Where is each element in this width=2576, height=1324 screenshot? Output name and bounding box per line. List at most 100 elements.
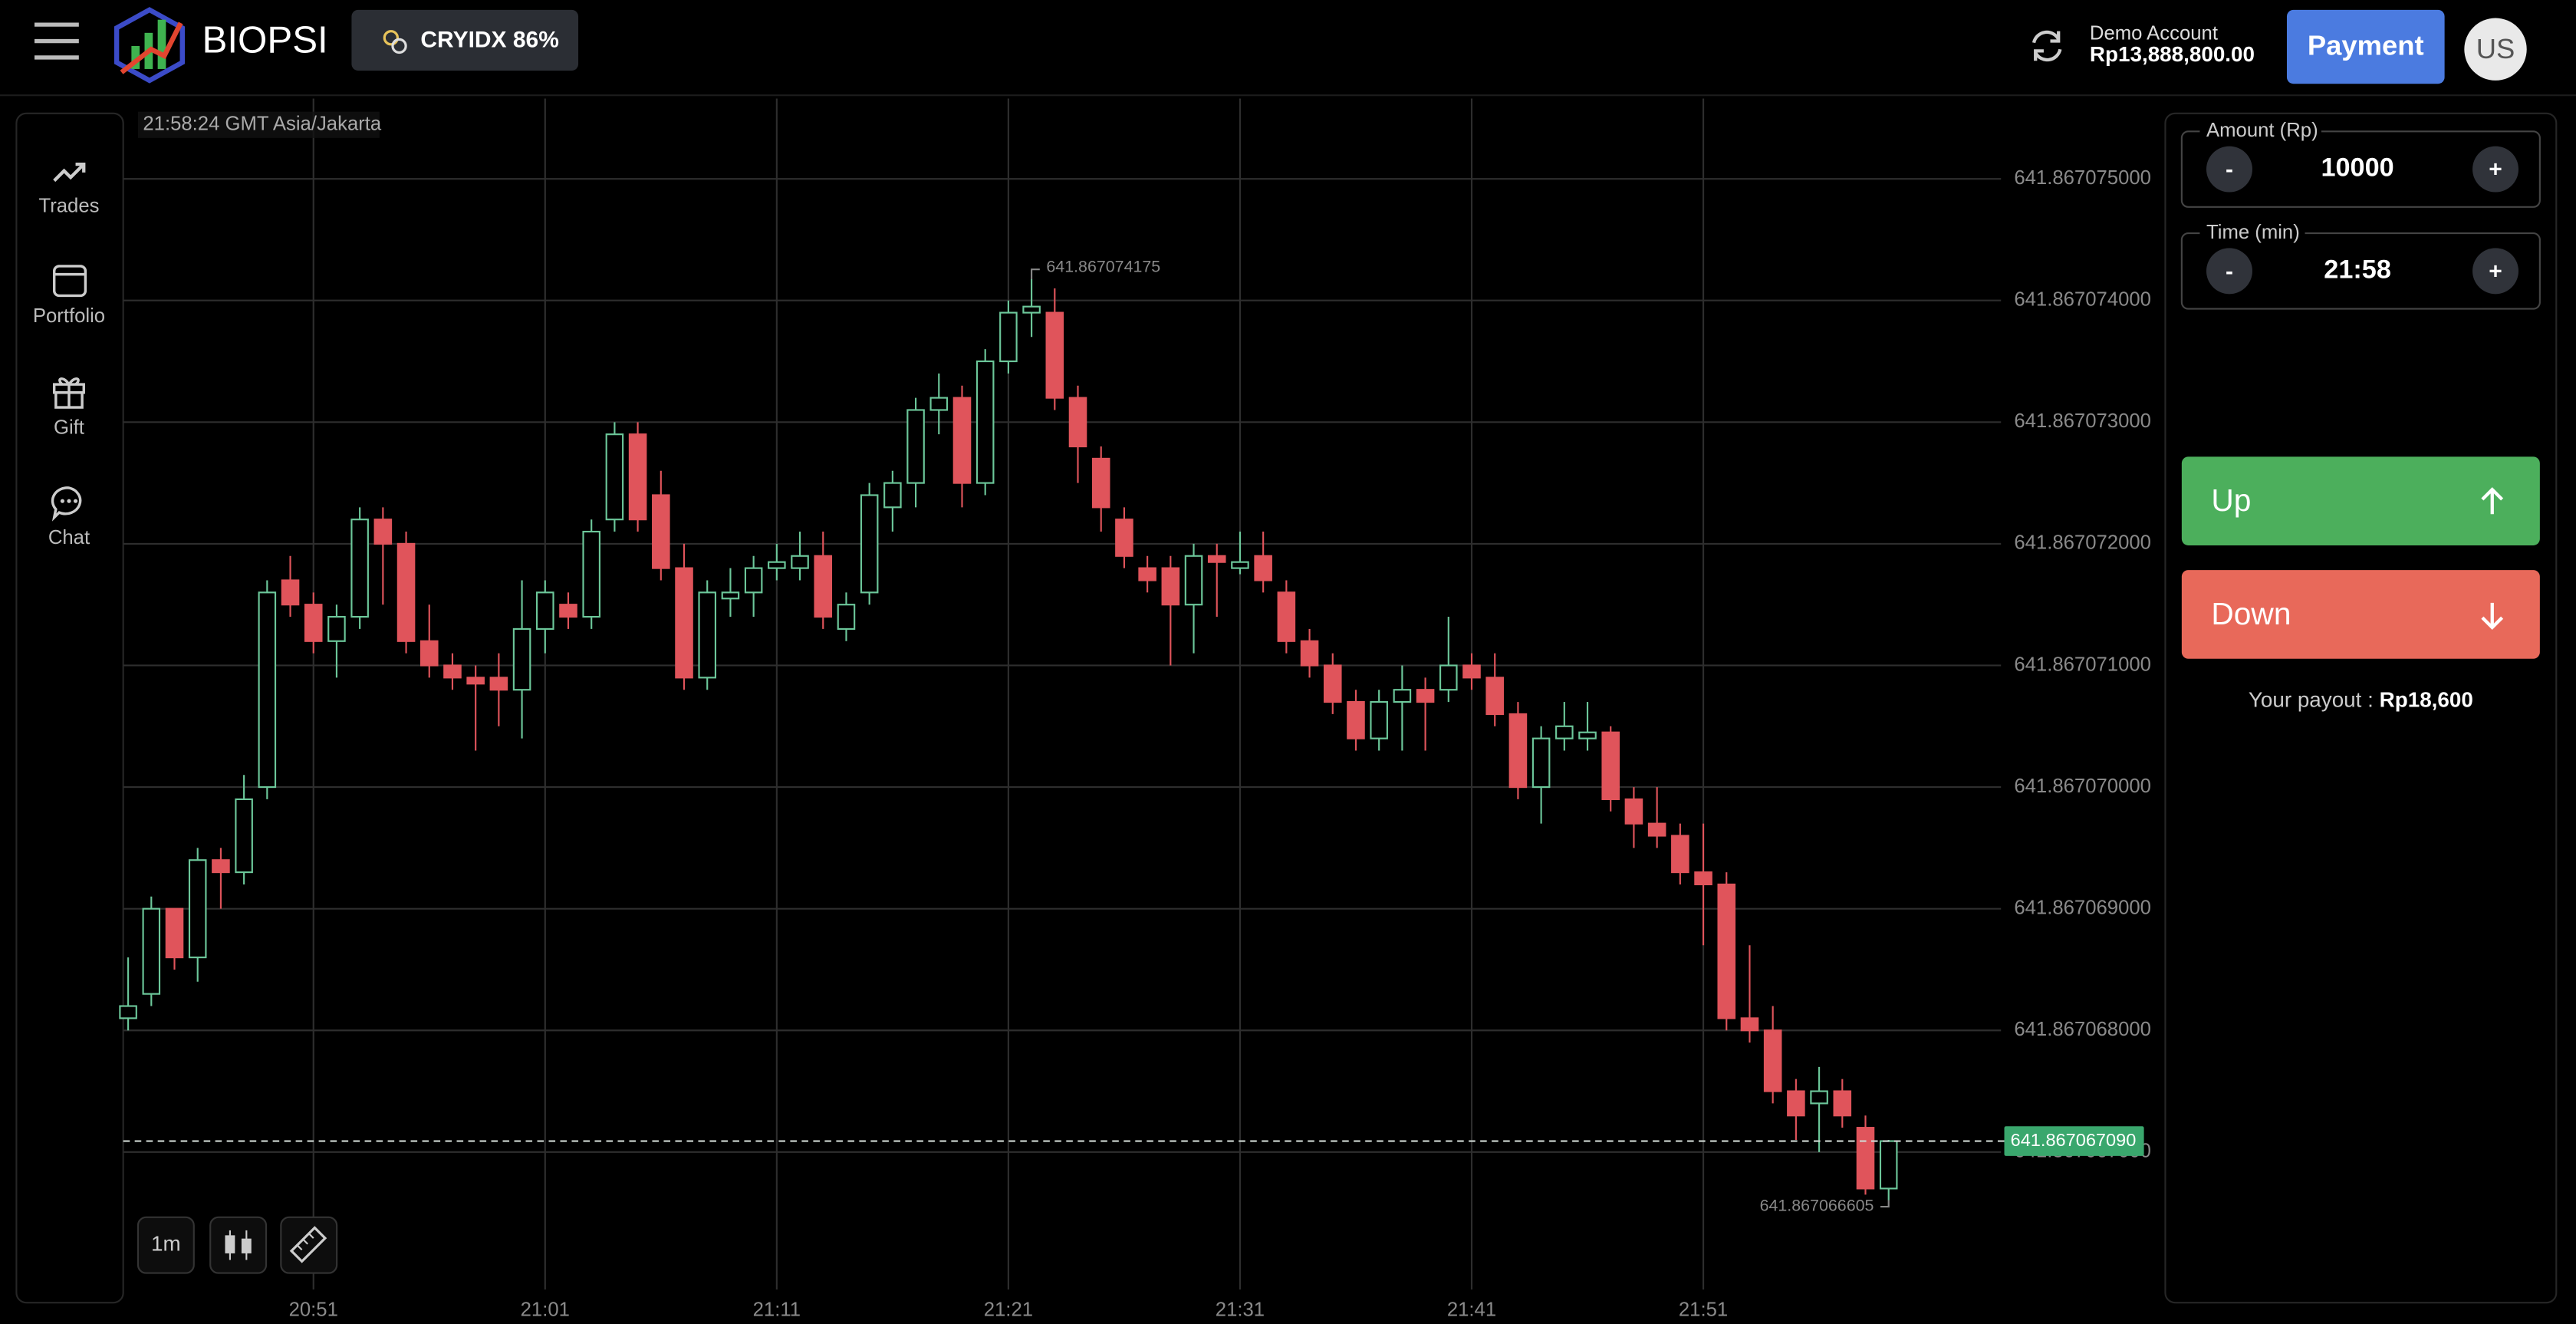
- minus-label: -: [2226, 259, 2233, 284]
- candle-body: [373, 519, 393, 545]
- x-tick-label: 21:01: [521, 1299, 570, 1321]
- plus-label: +: [2489, 259, 2502, 284]
- nav-gift[interactable]: Gift: [52, 377, 85, 439]
- candle-body: [1578, 731, 1597, 739]
- candle-body: [628, 433, 647, 521]
- candle-body: [975, 360, 995, 484]
- y-tick-label: 641.867069000: [2014, 897, 2151, 918]
- candle-body: [929, 397, 949, 411]
- candle-body: [1091, 457, 1110, 509]
- grid: 641.867075000641.867074000641.8670730006…: [123, 98, 2151, 1321]
- candle-body: [512, 627, 531, 691]
- candle-body: [327, 615, 346, 642]
- timestamp: 21:58:24 GMT Asia/Jakarta: [143, 114, 382, 135]
- up-label: Up: [2211, 483, 2251, 518]
- candle-body: [304, 604, 323, 642]
- min-label: 641.867066605: [1760, 1197, 1874, 1215]
- candle-body: [860, 494, 879, 594]
- candles: [119, 278, 1898, 1200]
- y-tick-label: 641.867068000: [2014, 1019, 2151, 1040]
- amount-label: Amount (Rp): [2206, 120, 2318, 141]
- candle-body: [605, 433, 624, 521]
- candle-body: [906, 409, 925, 484]
- candle-body: [1763, 1029, 1782, 1092]
- balance: Rp13,888,800.00: [2090, 42, 2255, 66]
- sidebar-panel: [15, 112, 124, 1304]
- y-tick-label: 641.867071000: [2014, 654, 2151, 675]
- menu-button[interactable]: [34, 22, 79, 60]
- amount-minus[interactable]: -: [2206, 146, 2252, 193]
- candle-body: [721, 591, 740, 600]
- asset-button[interactable]: CRYIDX 86%: [351, 9, 579, 71]
- candle-body: [119, 1005, 137, 1019]
- trade-panel-border: [2164, 112, 2558, 1304]
- candle-body: [1393, 689, 1412, 703]
- payout-value: Rp18,600: [2380, 688, 2473, 712]
- candle-body: [188, 859, 207, 959]
- label-bg: [2199, 222, 2305, 245]
- refresh-button[interactable]: [2032, 30, 2062, 62]
- x-tick-label: 21:11: [753, 1299, 801, 1321]
- ruler-button[interactable]: [280, 1216, 338, 1274]
- candle-body: [768, 561, 786, 569]
- last-price-label: 641.867067090: [2011, 1130, 2137, 1150]
- candle-body: [1300, 640, 1319, 667]
- x-tick-label: 20:51: [289, 1299, 338, 1321]
- nav-trades[interactable]: Trades: [38, 163, 99, 217]
- candle-body: [1485, 677, 1504, 715]
- down-button[interactable]: Down: [2181, 570, 2540, 659]
- candle-body: [1694, 871, 1712, 886]
- logo[interactable]: BIOPSI: [114, 7, 328, 84]
- amount-value[interactable]: 10000: [2321, 153, 2393, 183]
- time-minus[interactable]: -: [2206, 248, 2252, 295]
- max-marker: [1031, 268, 1040, 279]
- candle-body: [419, 640, 439, 667]
- candle-body: [1115, 519, 1133, 557]
- x-tick-label: 21:21: [984, 1299, 1033, 1321]
- nav-chat[interactable]: Chat: [48, 486, 90, 548]
- candle-body: [952, 397, 972, 484]
- candle-body: [1068, 397, 1087, 448]
- candle-body: [1022, 305, 1041, 314]
- time-plus[interactable]: +: [2472, 248, 2519, 295]
- y-tick-label: 641.867070000: [2014, 776, 2151, 797]
- time-value[interactable]: 21:58: [2324, 255, 2391, 284]
- avatar[interactable]: US: [2464, 18, 2527, 81]
- timeframe-button[interactable]: 1m: [137, 1216, 195, 1274]
- candle-body: [1717, 883, 1736, 1019]
- candle-body: [698, 591, 717, 679]
- payout-label: Your payout :: [2249, 688, 2374, 712]
- overlay: 641.867074175 641.867066605 641.867067090: [123, 258, 2144, 1215]
- chart-type-button[interactable]: [209, 1216, 268, 1274]
- candle-body: [1439, 664, 1458, 691]
- candle-body: [1347, 700, 1365, 739]
- minus-label: -: [2226, 157, 2233, 183]
- candle-body: [1045, 311, 1064, 399]
- amount-box: [2180, 130, 2541, 208]
- timestamp-bg: [137, 111, 380, 138]
- nav-label: Portfolio: [33, 305, 105, 327]
- nav-label: Gift: [54, 417, 84, 439]
- candle-body: [1161, 567, 1180, 606]
- up-button[interactable]: Up: [2181, 456, 2540, 545]
- label-bg: [2199, 120, 2321, 143]
- candle-body: [165, 907, 184, 959]
- payment-button[interactable]: Payment: [2286, 9, 2445, 84]
- payment-label: Payment: [2308, 30, 2424, 61]
- candle-body: [1207, 555, 1226, 563]
- candle-body: [675, 567, 693, 679]
- nav-label: Chat: [48, 527, 90, 548]
- x-tick-label: 21:41: [1447, 1299, 1496, 1321]
- nav-portfolio[interactable]: Portfolio: [33, 265, 105, 327]
- amount-plus[interactable]: +: [2472, 146, 2519, 193]
- candle-body: [744, 567, 763, 594]
- candle-body: [1323, 664, 1342, 703]
- max-label: 641.867074175: [1046, 258, 1160, 276]
- candle-body: [396, 542, 416, 642]
- candle-body: [1671, 835, 1689, 874]
- y-tick-label: 641.867073000: [2014, 410, 2151, 432]
- min-marker: [1880, 1200, 1890, 1208]
- candle-body: [536, 591, 554, 630]
